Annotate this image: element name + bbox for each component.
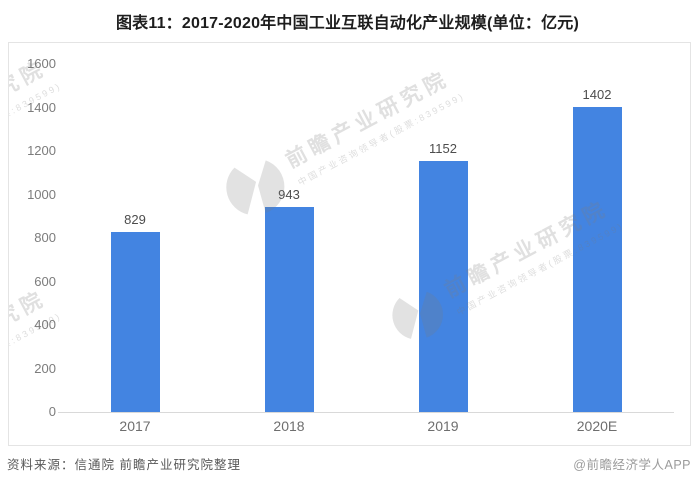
x-axis-line — [58, 412, 674, 413]
bar-value-label: 943 — [278, 187, 300, 202]
credit-note: @前瞻经济学人APP — [573, 458, 691, 472]
y-tick-label: 600 — [34, 273, 56, 289]
x-category-label-2019: 2019 — [427, 418, 459, 434]
bar-group-2017: 829 — [58, 212, 212, 412]
footer: 资料来源：信通院 前瞻产业研究院整理 @前瞻经济学人APP — [0, 454, 695, 473]
bar-value-label: 1402 — [582, 87, 612, 102]
bar-series: 829 943 1152 1402 — [58, 43, 674, 412]
bar-group-2018: 943 — [212, 187, 366, 412]
x-category-label-2018: 2018 — [273, 418, 305, 434]
y-tick-label: 1600 — [27, 56, 56, 71]
y-tick-label: 400 — [34, 317, 56, 332]
y-tick-label: 1400 — [27, 99, 56, 115]
bar-2020E — [572, 107, 622, 412]
x-category-label-2017: 2017 — [119, 418, 151, 434]
y-tick-label: 800 — [34, 230, 56, 245]
bar-2018 — [264, 207, 314, 412]
y-tick-label: 0 — [48, 404, 56, 419]
bar-2017 — [110, 232, 160, 412]
chart-title: 图表11：2017-2020年中国工业互联自动化产业规模(单位：亿元) — [115, 15, 580, 32]
y-tick-label: 200 — [34, 360, 56, 376]
y-tick-label: 1000 — [27, 186, 56, 202]
bar-value-label: 1152 — [429, 141, 457, 156]
x-category-label-2020E: 2020E — [576, 418, 618, 434]
x-axis-labels: 2017 2018 2019 2020E — [58, 418, 674, 434]
bar-value-label: 829 — [124, 212, 146, 227]
watermark-tagline-text: 中国产业咨询领导者(股票:839599) — [8, 80, 64, 178]
bar-group-2019: 1152 — [366, 141, 520, 412]
bar-group-2020E: 1402 — [520, 87, 674, 412]
y-tick-label: 1200 — [27, 143, 56, 158]
source-note: 资料来源：信通院 前瞻产业研究院整理 — [7, 458, 241, 472]
plot-area: 前瞻产业研究院 中国产业咨询领导者(股票:839599) 前瞻产业研究院 中国产… — [8, 42, 691, 446]
bar-2019 — [418, 161, 468, 412]
